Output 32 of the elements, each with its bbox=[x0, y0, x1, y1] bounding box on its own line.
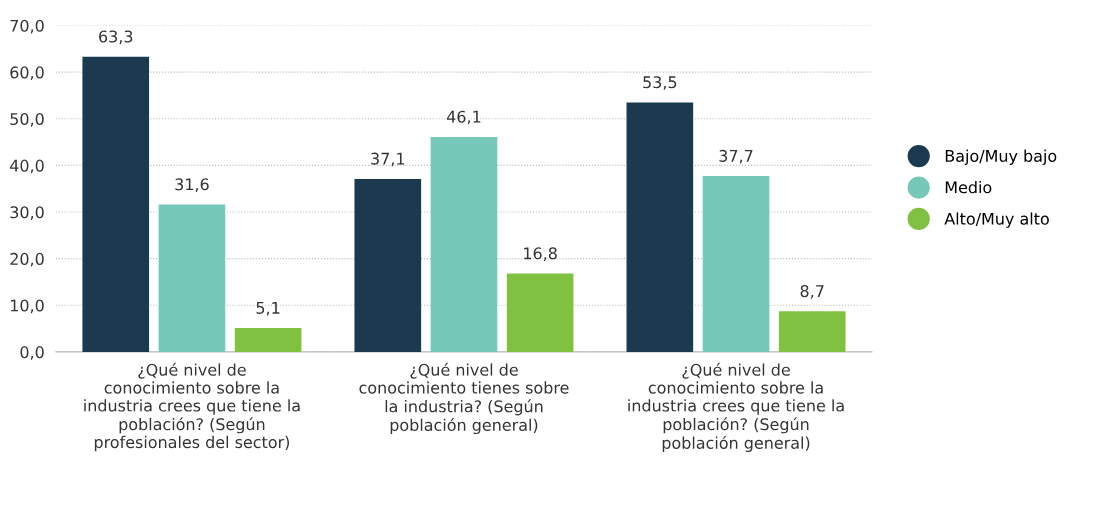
bar bbox=[234, 328, 302, 352]
data-label: 8,7 bbox=[800, 285, 824, 299]
y-tick-label: 70,0 bbox=[10, 19, 44, 34]
legend-label: Medio bbox=[945, 180, 992, 194]
legend-label: Bajo/Muy bajo bbox=[945, 149, 1057, 165]
y-tick-label: 20,0 bbox=[10, 252, 44, 267]
data-label: 16,8 bbox=[524, 247, 557, 261]
x-tick-label: ¿Qué nivel de conocimiento tienes sobre la industria? (Según población general) bbox=[359, 362, 569, 435]
bar bbox=[158, 204, 226, 352]
bar bbox=[430, 136, 498, 352]
y-tick-label: 10,0 bbox=[10, 299, 44, 314]
y-tick-label: 0,0 bbox=[20, 346, 44, 360]
bar bbox=[702, 176, 770, 352]
bar bbox=[778, 311, 846, 352]
legend-label: Alto/Muy alto bbox=[944, 212, 1049, 228]
y-tick-label: 50,0 bbox=[10, 112, 44, 127]
data-label: 63,3 bbox=[99, 30, 133, 45]
y-tick-label: 60,0 bbox=[10, 66, 44, 81]
bar bbox=[82, 56, 150, 352]
bar bbox=[506, 273, 574, 352]
data-label: 46,1 bbox=[446, 110, 481, 125]
data-label: 37,1 bbox=[371, 152, 405, 167]
data-label: 31,6 bbox=[175, 178, 209, 192]
data-label: 5,1 bbox=[256, 302, 280, 316]
y-tick-label: 40,0 bbox=[10, 159, 44, 174]
bar bbox=[354, 178, 422, 352]
y-tick-label: 30,0 bbox=[10, 206, 44, 220]
x-tick-label: ¿Qué nivel de conocimiento sobre la industria crees que tiene la población? (Según profesionales del sector) bbox=[84, 362, 300, 452]
bar bbox=[626, 102, 694, 352]
x-tick-label: ¿Qué nivel de conocimiento sobre la industria crees que tiene la población? (Según población general) bbox=[628, 362, 844, 452]
data-label: 37,7 bbox=[719, 149, 753, 164]
data-label: 53,5 bbox=[643, 76, 677, 90]
